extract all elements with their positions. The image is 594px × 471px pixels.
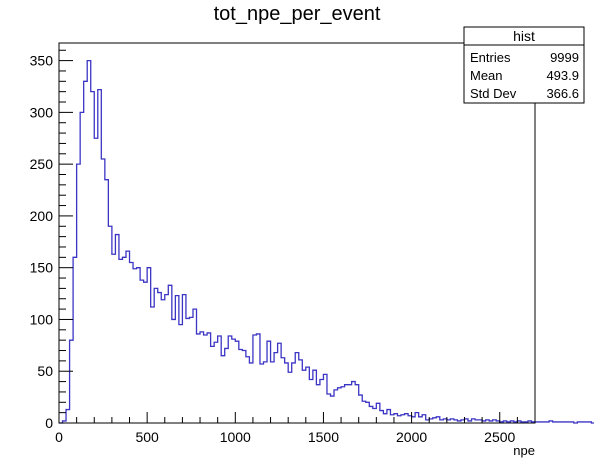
stats-box-title: hist bbox=[513, 28, 535, 44]
y-tick-label: 0 bbox=[45, 415, 53, 431]
y-tick-label: 200 bbox=[30, 208, 54, 224]
x-tick-label: 2500 bbox=[484, 429, 515, 445]
y-tick-label: 350 bbox=[30, 53, 54, 69]
y-tick-label: 300 bbox=[30, 104, 54, 120]
y-axis-ticks: 0 50 100 150 200 250 300 350 bbox=[30, 49, 73, 431]
x-tick-label: 2000 bbox=[396, 429, 427, 445]
chart-title: tot_npe_per_event bbox=[214, 3, 381, 25]
x-axis-ticks: 0 500 1000 1500 2000 2500 bbox=[55, 412, 536, 445]
x-axis-title: npe bbox=[513, 443, 535, 458]
stats-stddev-value: 366.6 bbox=[546, 86, 579, 101]
x-tick-label: 500 bbox=[135, 429, 159, 445]
histogram-line bbox=[59, 59, 594, 424]
y-tick-label: 50 bbox=[37, 363, 53, 379]
y-tick-label: 150 bbox=[30, 260, 54, 276]
y-tick-label: 100 bbox=[30, 311, 54, 327]
stats-box-frame bbox=[463, 26, 585, 104]
stats-entries-label: Entries bbox=[470, 50, 511, 65]
stats-stddev-label: Std Dev bbox=[470, 86, 517, 101]
x-tick-label: 1000 bbox=[220, 429, 251, 445]
plot-area: 0 500 1000 1500 2000 2500 0 50 100 150 200 250 300 3… bbox=[30, 42, 594, 445]
stats-box: hist Entries 9999 Mean 493.9 Std Dev 366… bbox=[463, 26, 585, 104]
x-tick-label: 1500 bbox=[308, 429, 339, 445]
plot-frame bbox=[58, 42, 536, 424]
stats-mean-value: 493.9 bbox=[546, 68, 579, 83]
x-tick-label: 0 bbox=[55, 429, 63, 445]
y-tick-label: 250 bbox=[30, 156, 54, 172]
stats-mean-label: Mean bbox=[470, 68, 503, 83]
stats-entries-value: 9999 bbox=[550, 50, 579, 65]
